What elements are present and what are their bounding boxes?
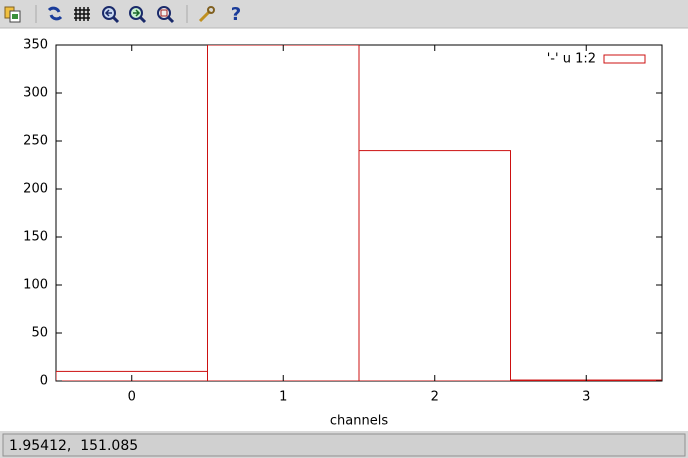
y-tick-label: 300 <box>23 86 48 101</box>
y-tick-label: 0 <box>40 374 48 389</box>
x-axis-label: channels <box>330 414 388 429</box>
autoscale-button[interactable] <box>157 6 175 24</box>
y-tick-label: 100 <box>23 278 48 293</box>
config-button[interactable] <box>198 6 215 23</box>
help-button[interactable]: ? <box>231 4 241 25</box>
y-tick-label: 150 <box>23 230 48 245</box>
x-tick-label: 3 <box>582 390 590 405</box>
legend-label: '-' u 1:2 <box>547 52 596 67</box>
plot-clip <box>56 45 662 381</box>
grid-button[interactable] <box>74 7 90 21</box>
status-text: 1.95412, 151.085 <box>9 438 138 454</box>
x-tick-label: 0 <box>128 390 136 405</box>
y-tick-label: 250 <box>23 134 48 149</box>
status-field <box>2 433 686 457</box>
bar <box>358 150 511 381</box>
y-tick-label: 350 <box>23 38 48 53</box>
zoom-prev-button[interactable] <box>102 6 120 24</box>
bar <box>207 45 360 381</box>
zoom-next-button[interactable] <box>129 6 147 24</box>
toolbar-buttons: ? <box>4 4 241 25</box>
x-tick-label: 2 <box>431 390 439 405</box>
copy-button[interactable] <box>4 6 21 23</box>
y-tick-label: 50 <box>31 326 48 341</box>
plot-area <box>56 45 662 381</box>
replot-button[interactable] <box>47 6 63 21</box>
y-tick-label: 200 <box>23 182 48 197</box>
svg-text:?: ? <box>231 4 241 25</box>
legend-swatch <box>603 54 646 64</box>
x-tick-label: 1 <box>279 390 287 405</box>
